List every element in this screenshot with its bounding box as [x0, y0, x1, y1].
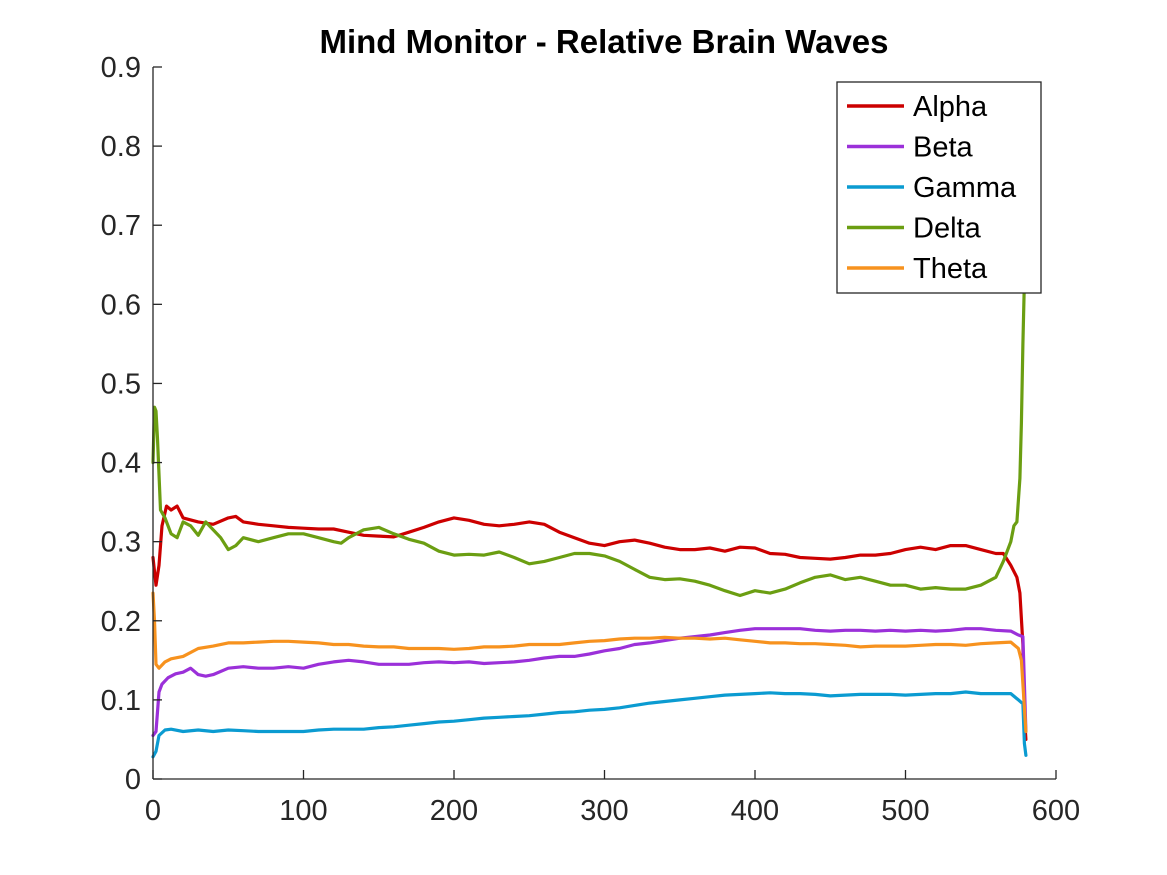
x-tick-label: 0 [145, 795, 161, 827]
x-tick-label: 100 [279, 795, 327, 827]
series-line-alpha [151, 504, 1028, 741]
x-tick-label: 400 [731, 795, 779, 827]
y-tick-label: 0.9 [101, 52, 141, 84]
y-tick-label: 0.7 [101, 210, 141, 242]
y-tick-label: 0.3 [101, 527, 141, 559]
series-line-beta [151, 627, 1028, 738]
x-tick-label: 500 [881, 795, 929, 827]
legend-label-alpha: Alpha [913, 91, 988, 123]
x-tick-label: 600 [1032, 795, 1080, 827]
x-tick-label: 300 [580, 795, 628, 827]
series-line-delta [151, 279, 1026, 598]
y-tick-label: 0 [125, 764, 141, 796]
legend: Alpha Beta Gamma Delta Theta [836, 81, 1042, 294]
legend-label-delta: Delta [913, 213, 982, 245]
y-tick-label: 0.6 [101, 289, 141, 321]
y-tick-label: 0.4 [101, 448, 141, 480]
legend-label-gamma: Gamma [913, 172, 1017, 204]
series-layer [151, 279, 1028, 759]
y-tick-label: 0.8 [101, 131, 141, 163]
y-tick-label: 0.1 [101, 685, 141, 717]
series-line-gamma [151, 690, 1028, 759]
series-line-theta [151, 591, 1028, 734]
legend-label-theta: Theta [913, 253, 988, 285]
axes-layer: 0 100 200 300 400 500 600 0 0.1 0.2 0.3 0.4 0.5 0.6 0.… [101, 52, 1081, 827]
legend-label-beta: Beta [913, 132, 974, 164]
x-tick-label: 200 [430, 795, 478, 827]
y-tick-label: 0.5 [101, 368, 141, 400]
y-tick-label: 0.2 [101, 606, 141, 638]
chart-title: Mind Monitor - Relative Brain Waves [319, 23, 888, 60]
